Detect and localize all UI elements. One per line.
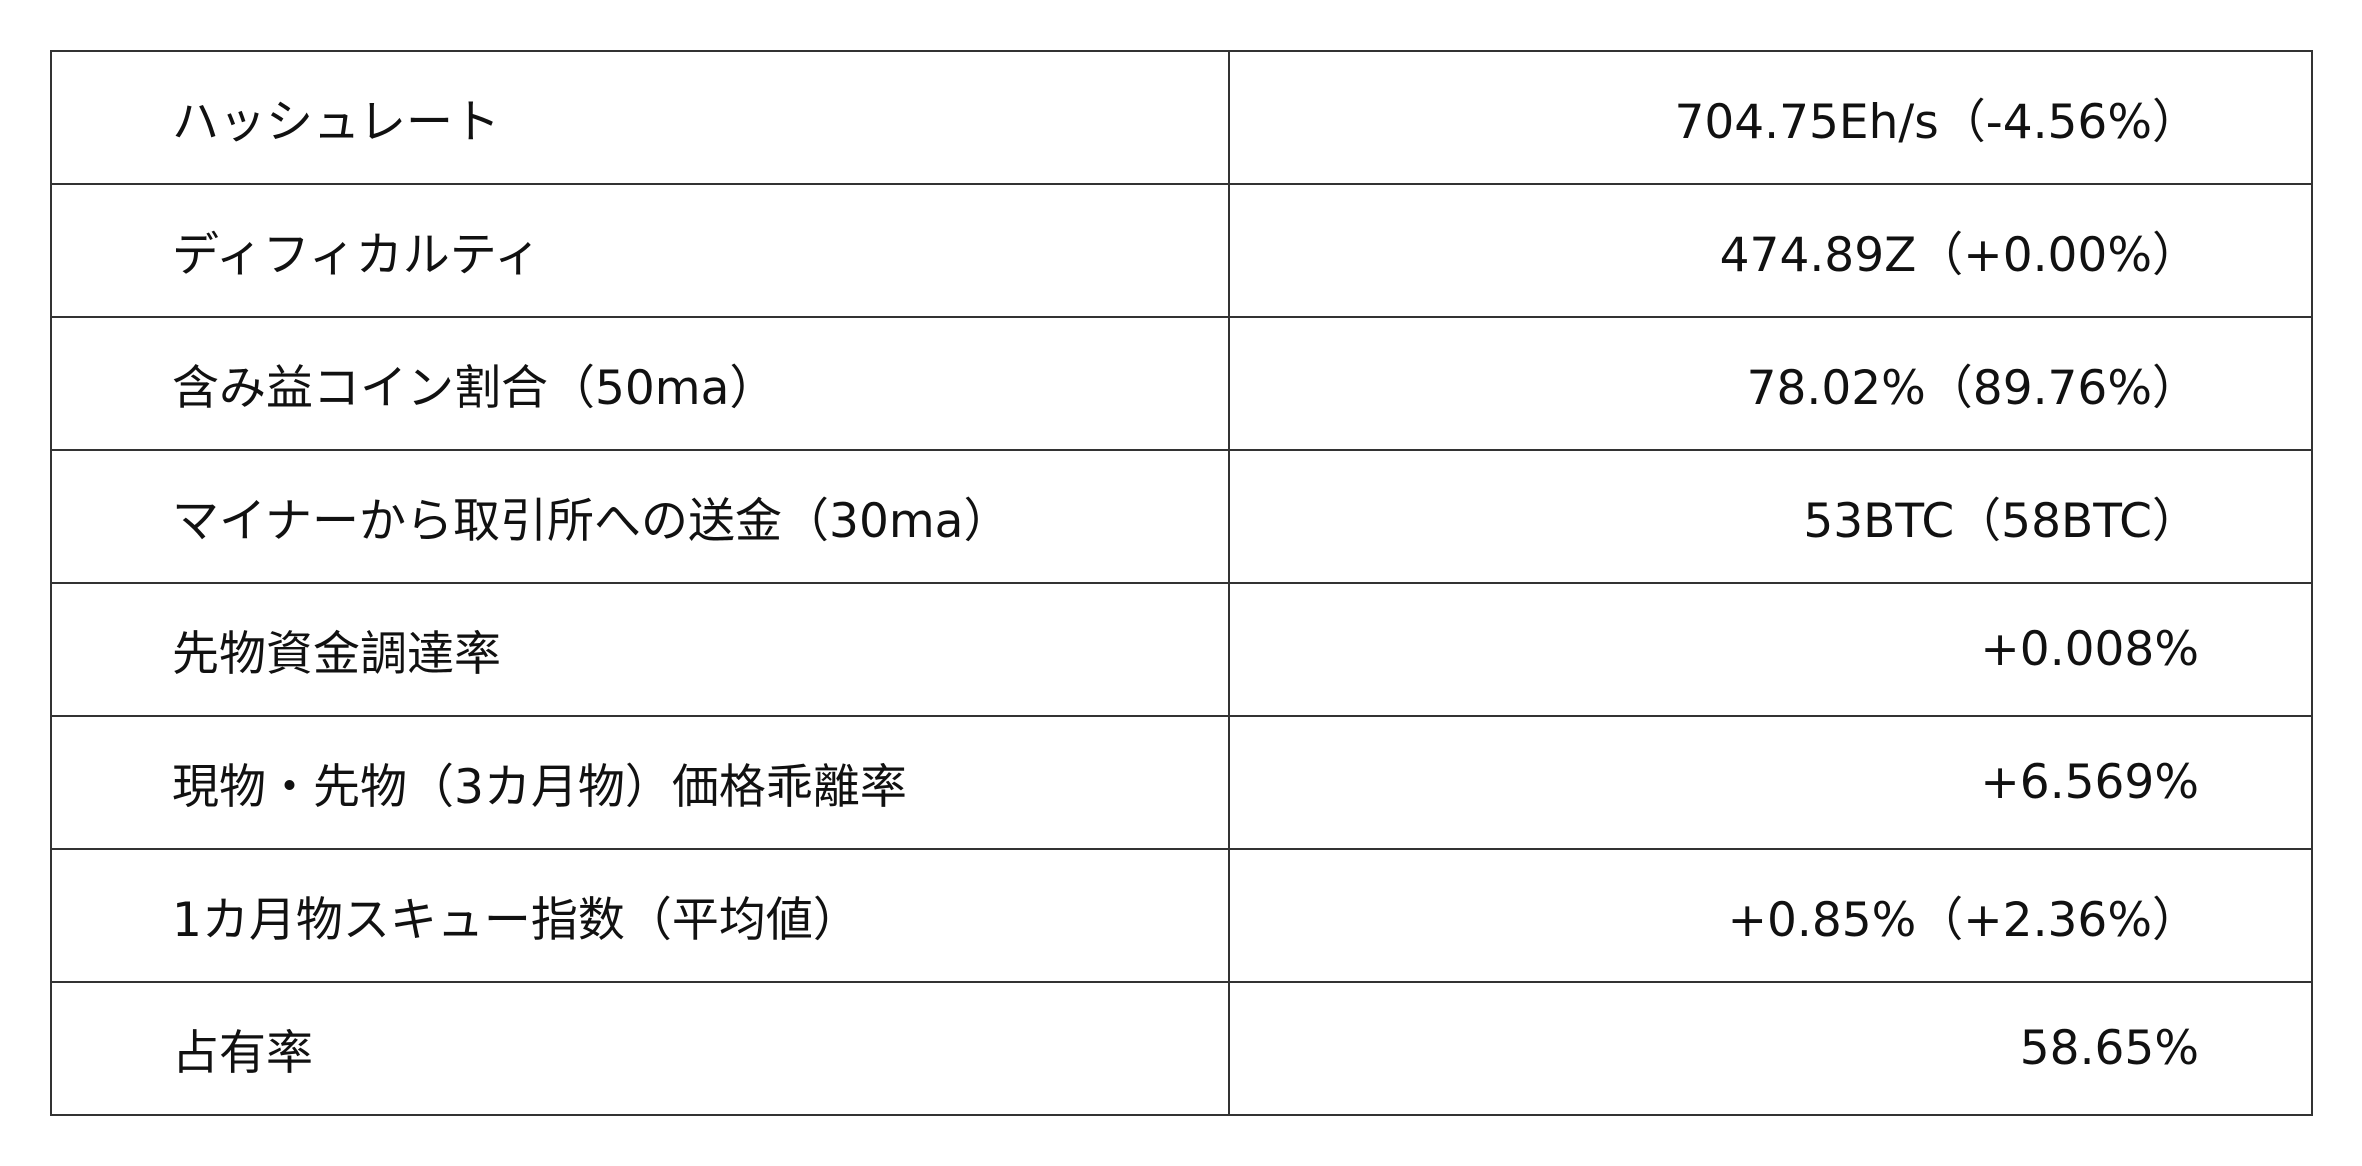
metric-value: 58.65% [1228,981,2313,1116]
metric-value: 78.02%（89.76%） [1228,316,2313,451]
table-row: 1カ月物スキュー指数（平均値） +0.85%（+2.36%） [50,848,2313,983]
metric-label: 1カ月物スキュー指数（平均値） [50,848,1230,983]
metric-value: 704.75Eh/s（-4.56%） [1228,50,2313,185]
metric-label: 占有率 [50,981,1230,1116]
metric-value: 53BTC（58BTC） [1228,449,2313,584]
table-row: ディフィカルティ 474.89Z（+0.00%） [50,183,2313,318]
table-row: マイナーから取引所への送金（30ma） 53BTC（58BTC） [50,449,2313,584]
metric-label: 現物・先物（3カ月物）価格乖離率 [50,715,1230,850]
table-row: 現物・先物（3カ月物）価格乖離率 +6.569% [50,715,2313,850]
metric-label: ハッシュレート [50,50,1230,185]
metric-label: ディフィカルティ [50,183,1230,318]
metric-value: +0.85%（+2.36%） [1228,848,2313,983]
table-row: 占有率 58.65% [50,981,2313,1116]
metric-value: +6.569% [1228,715,2313,850]
metrics-table: ハッシュレート 704.75Eh/s（-4.56%） ディフィカルティ 474.89Z… [50,50,2313,1116]
metric-value: 474.89Z（+0.00%） [1228,183,2313,318]
table-row: ハッシュレート 704.75Eh/s（-4.56%） [50,50,2313,185]
table-row: 含み益コイン割合（50ma） 78.02%（89.76%） [50,316,2313,451]
metric-value: +0.008% [1228,582,2313,717]
metric-label: 先物資金調達率 [50,582,1230,717]
metric-label: マイナーから取引所への送金（30ma） [50,449,1230,584]
table-row: 先物資金調達率 +0.008% [50,582,2313,717]
metric-label: 含み益コイン割合（50ma） [50,316,1230,451]
